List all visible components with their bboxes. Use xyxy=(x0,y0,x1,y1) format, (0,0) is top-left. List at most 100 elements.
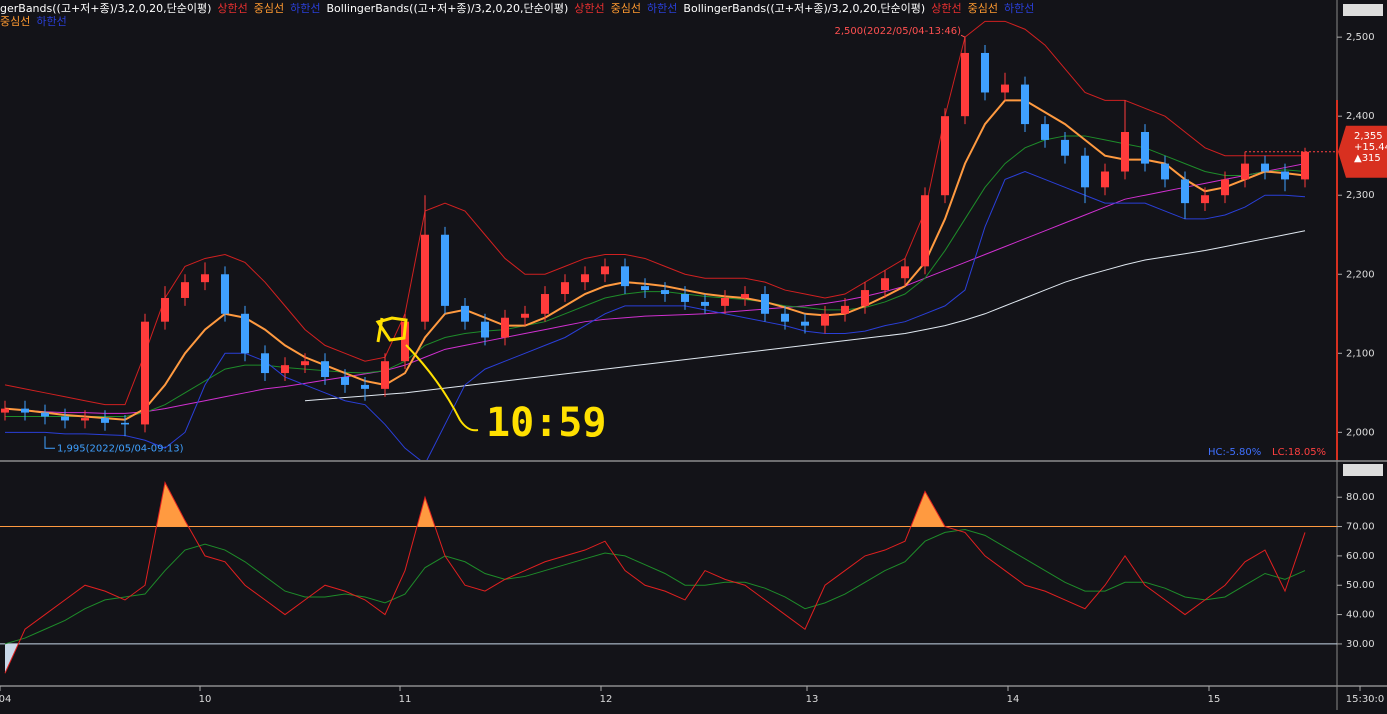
candle-body xyxy=(961,52,969,117)
legend-entry: 상한선 xyxy=(931,2,961,15)
candle-body xyxy=(121,422,129,425)
x-tick-label: 10 xyxy=(199,694,212,705)
candle-body xyxy=(1221,179,1229,196)
y-tick-label: 30.00 xyxy=(1346,639,1375,650)
candle-body xyxy=(301,361,309,366)
candle-body xyxy=(281,365,289,374)
legend-entry: 상한선 xyxy=(574,2,604,15)
indicator-line xyxy=(4,99,1306,421)
legend-entry: BollingerBands((고+저+종)/3,2,0,20,단순이평) xyxy=(327,2,569,15)
candle-body xyxy=(141,321,149,425)
candle-body xyxy=(941,116,949,196)
candle-body xyxy=(681,294,689,302)
candle-body xyxy=(501,317,509,338)
candle-body xyxy=(721,297,729,306)
candle-body xyxy=(1261,163,1269,172)
indicator-line xyxy=(5,170,1306,460)
candle-body xyxy=(581,274,589,283)
y-tick-label: 40.00 xyxy=(1346,610,1375,621)
candle-body xyxy=(261,353,269,374)
candle-body xyxy=(1201,195,1209,204)
y-tick-label: 2,500 xyxy=(1346,32,1375,43)
candle-body xyxy=(821,313,829,326)
candle-body xyxy=(801,321,809,326)
y-tick-label: 80.00 xyxy=(1346,492,1375,503)
candle-body xyxy=(81,418,89,421)
candle-body xyxy=(621,266,629,287)
candle-body xyxy=(101,418,109,423)
y-tick-label: 60.00 xyxy=(1346,551,1375,562)
candle-body xyxy=(921,195,929,267)
indicator-line xyxy=(4,163,1306,414)
lc-label: LC:18.05% xyxy=(1272,447,1326,458)
indicator-line xyxy=(304,230,1306,402)
legend-entry: 중심선 xyxy=(968,2,998,15)
candle-body xyxy=(481,321,489,338)
y-tick-label: 2,300 xyxy=(1346,190,1375,201)
legend-entry: 중심선 xyxy=(611,2,641,15)
indicator-line xyxy=(4,481,1306,674)
pane-buttons[interactable] xyxy=(1343,464,1383,476)
x-tick-label: 11 xyxy=(399,694,412,705)
legend-entry: 하한선 xyxy=(290,1,320,15)
candle-body xyxy=(881,278,889,291)
high-pointer xyxy=(960,34,966,38)
candle-body xyxy=(461,305,469,322)
candle-body xyxy=(1061,139,1069,156)
hc-label: HC:-5.80% xyxy=(1208,447,1261,458)
candle-body xyxy=(861,290,869,306)
pane-buttons[interactable] xyxy=(1343,4,1383,16)
x-tick-label: 12 xyxy=(600,694,613,705)
candle-body xyxy=(401,321,409,362)
indicator-line xyxy=(4,20,1305,406)
x-tick-label: 15:30:0 xyxy=(1346,694,1385,705)
legend-entry: 중심선 xyxy=(0,15,30,28)
candle-body xyxy=(381,361,389,389)
price-box-text: +15.44% xyxy=(1354,142,1387,153)
candle-body xyxy=(761,294,769,314)
candle-body xyxy=(781,313,789,322)
candle-body xyxy=(901,266,909,279)
y-tick-label: 50.00 xyxy=(1346,580,1375,591)
y-tick-label: 2,200 xyxy=(1346,269,1375,280)
candle-body xyxy=(1,408,9,413)
candle-body xyxy=(701,301,709,306)
candle-body xyxy=(1281,171,1289,180)
candle-body xyxy=(201,274,209,283)
indicator-line xyxy=(5,135,1306,418)
candle-body xyxy=(1001,84,1009,93)
candle-body xyxy=(981,52,989,93)
legend-entry: gerBands((고+저+종)/3,2,0,20,단순이평) xyxy=(0,2,211,15)
candle-body xyxy=(1241,163,1249,180)
candle-body xyxy=(661,290,669,295)
candle-body xyxy=(161,297,169,322)
candle-body xyxy=(321,361,329,378)
candle-body xyxy=(41,412,49,417)
candle-body xyxy=(601,266,609,275)
candle-body xyxy=(1041,124,1049,140)
price-box-text: ▲315 xyxy=(1354,153,1381,164)
candle-body xyxy=(641,286,649,291)
price-box xyxy=(1338,125,1387,178)
y-tick-label: 2,400 xyxy=(1346,111,1375,122)
legend-entry: 중심선 xyxy=(254,2,284,15)
y-tick-label: 2,100 xyxy=(1346,348,1375,359)
candle-body xyxy=(841,305,849,314)
handwritten-arrow xyxy=(405,344,479,432)
low-pointer xyxy=(44,436,55,449)
candle-body xyxy=(1181,179,1189,204)
handwritten-mark xyxy=(375,316,408,343)
candle-body xyxy=(521,313,529,318)
candle-body xyxy=(441,234,449,306)
candle-body xyxy=(541,294,549,314)
candle-body xyxy=(1101,171,1109,188)
x-tick-label: 15 xyxy=(1208,694,1221,705)
handwritten-note: 10:59 xyxy=(486,400,606,446)
low-annotation: 1,995(2022/05/04-09:13) xyxy=(57,443,184,454)
y-tick-label: 70.00 xyxy=(1346,522,1375,533)
candle-body xyxy=(181,282,189,298)
candle-body xyxy=(1161,163,1169,180)
legend-entry: 하한선 xyxy=(1004,1,1034,15)
